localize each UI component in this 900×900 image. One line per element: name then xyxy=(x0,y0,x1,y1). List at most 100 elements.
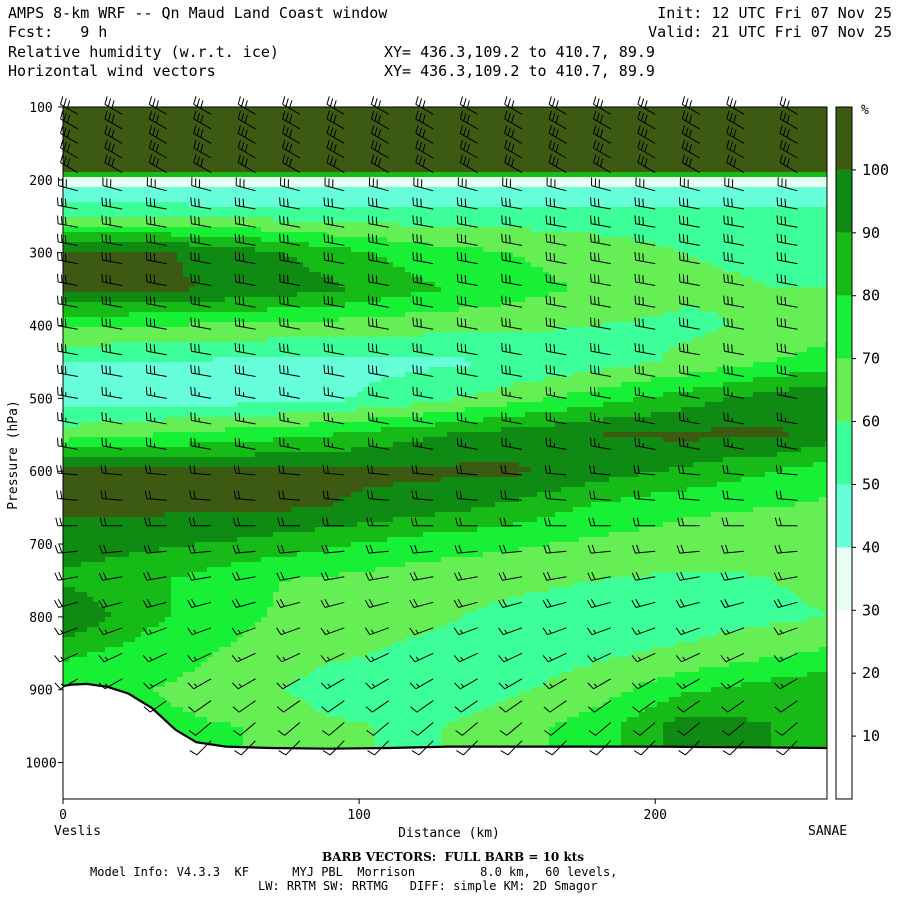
rh-cell xyxy=(393,242,400,248)
rh-cell xyxy=(699,217,706,223)
rh-cell xyxy=(321,247,328,253)
rh-cell xyxy=(741,292,748,298)
rh-cell xyxy=(315,282,322,288)
rh-cell xyxy=(405,272,412,278)
rh-cell xyxy=(681,147,688,153)
rh-cell xyxy=(411,122,418,128)
rh-cell xyxy=(615,177,622,183)
rh-cell xyxy=(195,202,202,208)
rh-cell xyxy=(357,212,364,218)
rh-cell xyxy=(87,132,94,138)
rh-cell xyxy=(711,252,718,258)
rh-cell xyxy=(357,297,364,303)
rh-cell xyxy=(405,217,412,223)
rh-cell xyxy=(93,192,100,198)
rh-cell xyxy=(519,237,526,243)
rh-cell xyxy=(597,152,604,158)
rh-cell xyxy=(777,147,784,153)
rh-cell xyxy=(201,147,208,153)
rh-cell xyxy=(159,197,166,203)
rh-cell xyxy=(387,167,394,173)
rh-cell xyxy=(579,257,586,263)
rh-cell xyxy=(771,242,778,248)
rh-cell xyxy=(171,267,178,273)
rh-cell xyxy=(561,132,568,138)
rh-cell xyxy=(693,162,700,168)
rh-cell xyxy=(483,157,490,163)
rh-cell xyxy=(639,137,646,143)
rh-cell xyxy=(567,217,574,223)
rh-cell xyxy=(225,172,232,178)
rh-cell xyxy=(363,257,370,263)
rh-cell xyxy=(483,172,490,178)
rh-cell xyxy=(765,257,772,263)
rh-cell xyxy=(309,162,316,168)
rh-cell xyxy=(339,202,346,208)
rh-cell xyxy=(771,112,778,118)
rh-cell xyxy=(765,162,772,168)
rh-cell xyxy=(705,137,712,143)
rh-cell xyxy=(261,202,268,208)
rh-cell xyxy=(573,187,580,193)
rh-cell xyxy=(219,297,226,303)
rh-cell xyxy=(645,117,652,123)
rh-cell xyxy=(177,132,184,138)
rh-cell xyxy=(243,212,250,218)
rh-cell xyxy=(357,257,364,263)
rh-cell xyxy=(441,167,448,173)
rh-cell xyxy=(591,122,598,128)
rh-cell xyxy=(783,202,790,208)
rh-cell xyxy=(549,292,556,298)
rh-cell xyxy=(567,147,574,153)
rh-cell xyxy=(171,117,178,123)
rh-cell xyxy=(561,227,568,233)
rh-cell xyxy=(249,162,256,168)
rh-cell xyxy=(657,242,664,248)
rh-cell xyxy=(393,112,400,118)
rh-cell xyxy=(603,292,610,298)
rh-cell xyxy=(243,197,250,203)
rh-cell xyxy=(183,112,190,118)
rh-cell xyxy=(75,172,82,178)
rh-cell xyxy=(303,247,310,253)
rh-cell xyxy=(351,152,358,158)
rh-cell xyxy=(387,142,394,148)
rh-cell xyxy=(699,107,706,113)
rh-cell xyxy=(615,252,622,258)
rh-cell xyxy=(375,247,382,253)
rh-cell xyxy=(525,227,532,233)
rh-cell xyxy=(435,232,442,238)
rh-cell xyxy=(711,122,718,128)
rh-cell xyxy=(111,287,118,293)
rh-cell xyxy=(777,142,784,148)
rh-cell xyxy=(321,167,328,173)
rh-cell xyxy=(195,197,202,203)
rh-cell xyxy=(189,117,196,123)
rh-cell xyxy=(813,242,820,248)
rh-cell xyxy=(447,227,454,233)
rh-cell xyxy=(615,202,622,208)
rh-cell xyxy=(147,267,154,273)
rh-cell xyxy=(87,202,94,208)
rh-cell xyxy=(699,132,706,138)
rh-cell xyxy=(621,262,628,268)
rh-cell xyxy=(327,152,334,158)
rh-cell xyxy=(447,222,454,228)
rh-cell xyxy=(453,222,460,228)
rh-cell xyxy=(603,262,610,268)
rh-cell xyxy=(465,212,472,218)
rh-cell xyxy=(465,122,472,128)
rh-cell xyxy=(147,147,154,153)
rh-cell xyxy=(159,147,166,153)
rh-cell xyxy=(519,157,526,163)
rh-cell xyxy=(681,232,688,238)
rh-cell xyxy=(291,222,298,228)
rh-cell xyxy=(441,212,448,218)
rh-cell xyxy=(579,287,586,293)
rh-cell xyxy=(753,167,760,173)
rh-cell xyxy=(153,172,160,178)
rh-cell xyxy=(645,287,652,293)
rh-cell xyxy=(543,107,550,113)
rh-cell xyxy=(531,272,538,278)
rh-cell xyxy=(255,227,262,233)
